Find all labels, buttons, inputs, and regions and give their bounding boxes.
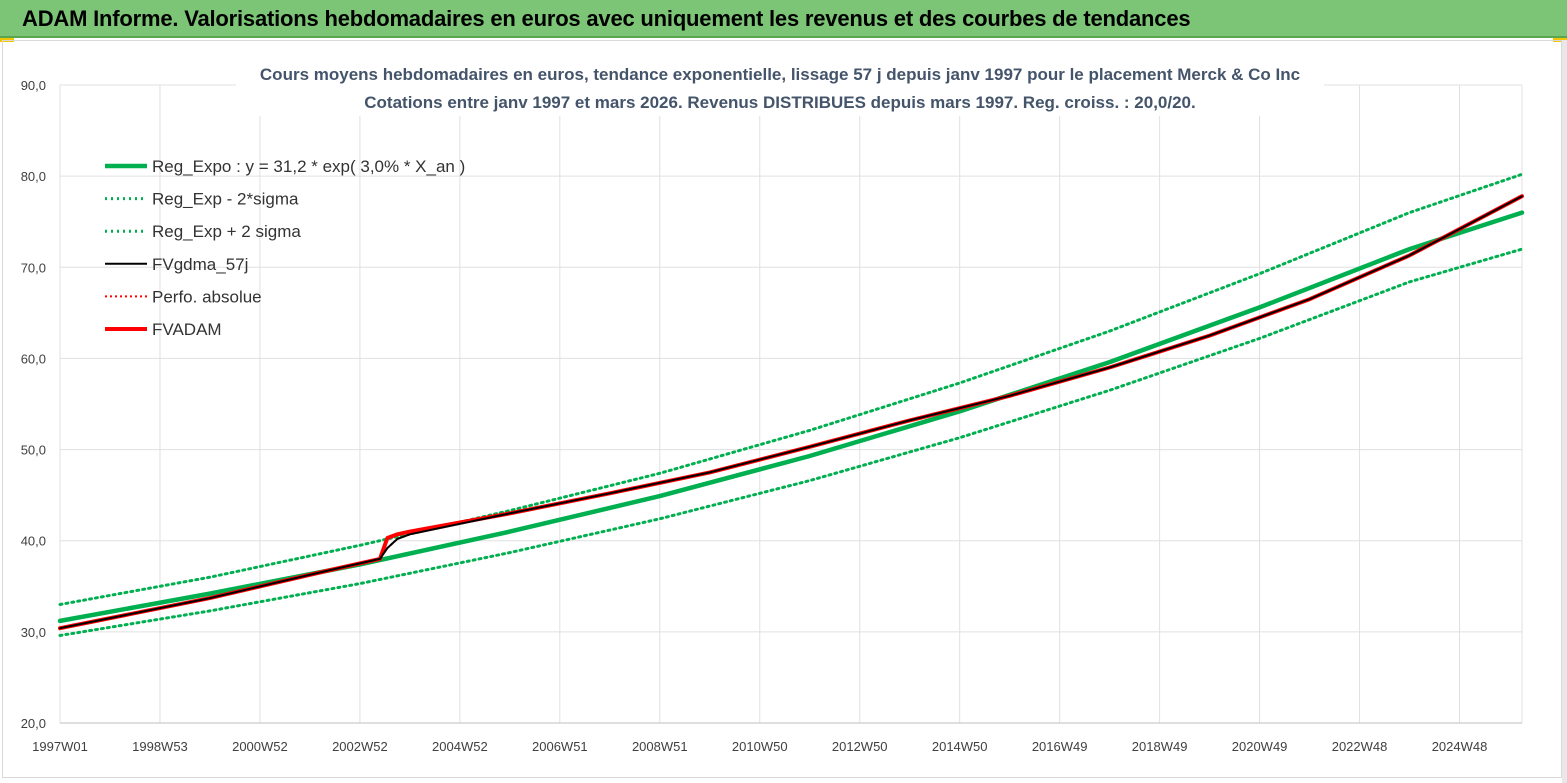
legend-label: Reg_Exp + 2 sigma [152,222,301,241]
y-tick-label: 60,0 [21,351,46,366]
y-tick-label: 40,0 [21,534,46,549]
x-tick-label: 2008W51 [632,739,688,754]
y-tick-label: 30,0 [21,625,46,640]
x-tick-label: 2012W50 [832,739,888,754]
chart-frame [2,40,1562,778]
chart-subtitle: Cotations entre janv 1997 et mars 2026. … [364,93,1195,112]
x-tick-label: 2018W49 [1132,739,1188,754]
x-tick-label: 2014W50 [932,739,988,754]
series-fvgdma [59,195,1523,630]
legend: Reg_Expo : y = 31,2 * exp( 3,0% * X_an )… [105,157,465,339]
gridlines [59,84,1523,723]
y-tick-label: 90,0 [21,78,46,93]
x-tick-label: 2004W52 [432,739,488,754]
x-tick-label: 2024W48 [1432,739,1488,754]
legend-label: FVgdma_57j [152,255,248,274]
y-tick-label: 20,0 [21,716,46,731]
series-reg-expo [57,210,1525,624]
legend-label: FVADAM [152,320,222,339]
x-tick-label: 2020W49 [1232,739,1288,754]
y-tick-label: 80,0 [21,169,46,184]
x-tick-label: 2006W51 [532,739,588,754]
legend-label: Reg_Exp - 2*sigma [152,190,299,209]
x-tick-label: 2002W52 [332,739,388,754]
x-tick-label: 1998W53 [132,739,188,754]
legend-label: Reg_Expo : y = 31,2 * exp( 3,0% * X_an ) [152,157,465,176]
series-lines [57,172,1525,637]
y-tick-label: 70,0 [21,260,46,275]
chart-title-background [236,60,1324,116]
legend-label: Perfo. absolue [152,287,262,306]
series-reg-exp-minus [58,247,1524,637]
x-tick-labels: 1997W01 1998W53 2000W52 2002W52 2004W52 2006W… [32,739,1487,754]
header-title: ADAM Informe. Valorisations hebdomadaire… [22,6,1191,31]
series-reg-exp-plus [58,172,1524,606]
y-tick-labels: 20,0 30,0 40,0 50,0 60,0 70,0 80,0 90,0 [21,78,46,731]
x-tick-label: 2010W50 [732,739,788,754]
y-tick-label: 50,0 [21,443,46,458]
x-tick-label: 2016W49 [1032,739,1088,754]
scrollbar-edge[interactable] [1562,40,1567,783]
header-bar: ADAM Informe. Valorisations hebdomadaire… [0,0,1567,38]
x-tick-label: 2022W48 [1332,739,1388,754]
x-tick-label: 2000W52 [232,739,288,754]
chart-title: Cours moyens hebdomadaires en euros, ten… [260,65,1300,84]
x-tick-label: 1997W01 [32,739,88,754]
